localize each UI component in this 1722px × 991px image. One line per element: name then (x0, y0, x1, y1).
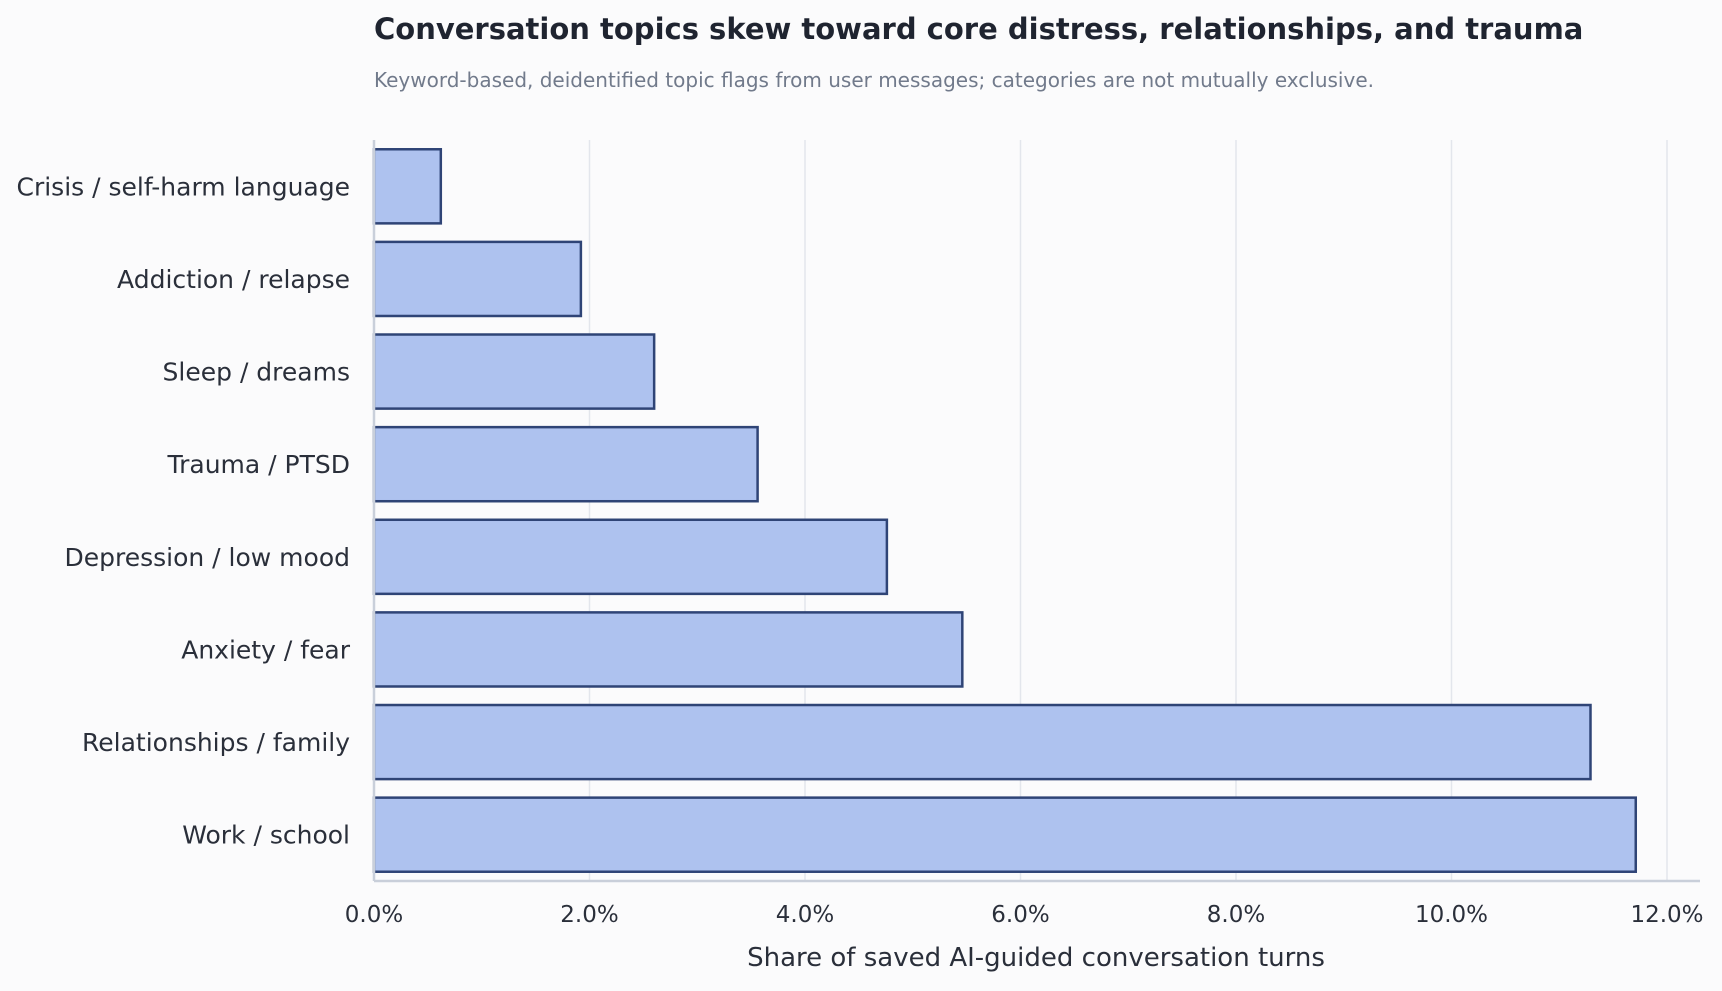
x-tick-label: 8.0% (1207, 902, 1265, 928)
bar (372, 333, 656, 410)
labels: 0.0% 2.0% 4.0% 6.0% 8.0% 10.0% 12.0% Crisis / s… (17, 172, 1704, 928)
bar (372, 240, 583, 318)
category-label: Sleep / dreams (163, 358, 350, 387)
category-label: Relationships / family (82, 728, 350, 757)
x-tick-label: 12.0% (1630, 902, 1703, 928)
category-label: Crisis / self-harm language (17, 172, 351, 201)
category-label: Work / school (182, 821, 350, 850)
bar (372, 611, 964, 688)
x-axis-title: Share of saved AI-guided conversation tu… (747, 943, 1325, 973)
bars (372, 148, 1638, 873)
category-label: Anxiety / fear (181, 635, 350, 664)
category-label: Addiction / relapse (117, 265, 350, 294)
x-tick-label: 2.0% (560, 902, 618, 928)
chart-title: Conversation topics skew toward core dis… (374, 12, 1584, 46)
category-label: Trauma / PTSD (167, 450, 351, 479)
bar (372, 703, 1592, 781)
bar (372, 425, 759, 503)
x-tick-label: 4.0% (776, 902, 834, 928)
axes (372, 140, 1700, 883)
bar (372, 796, 1638, 873)
x-tick-label: 6.0% (991, 902, 1049, 928)
bar (372, 148, 443, 225)
chart-subtitle: Keyword-based, deidentified topic flags … (374, 68, 1374, 92)
x-tick-label: 10.0% (1415, 902, 1488, 928)
x-tick-label: 0.0% (345, 902, 403, 928)
category-label: Depression / low mood (64, 543, 350, 572)
bar (372, 518, 889, 596)
